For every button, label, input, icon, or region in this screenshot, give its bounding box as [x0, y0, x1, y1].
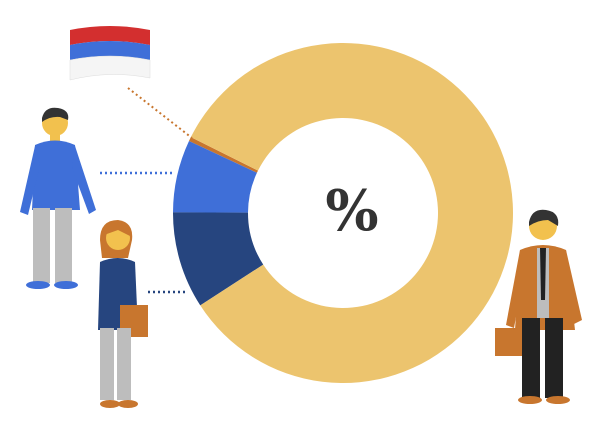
donut-segment-3 — [190, 43, 513, 384]
businessman-icon — [495, 209, 582, 404]
donut-segment-2 — [173, 212, 264, 306]
man-blue-sweater-icon — [20, 107, 96, 289]
donut-segment-0 — [189, 137, 258, 173]
donut-segment-1 — [173, 140, 257, 213]
woman-dark-blue-sweater-icon — [98, 220, 148, 408]
donut-chart — [173, 43, 513, 384]
serbian-flag-icon — [69, 26, 151, 81]
flag-connector — [127, 87, 193, 139]
center-label: % — [325, 178, 378, 244]
